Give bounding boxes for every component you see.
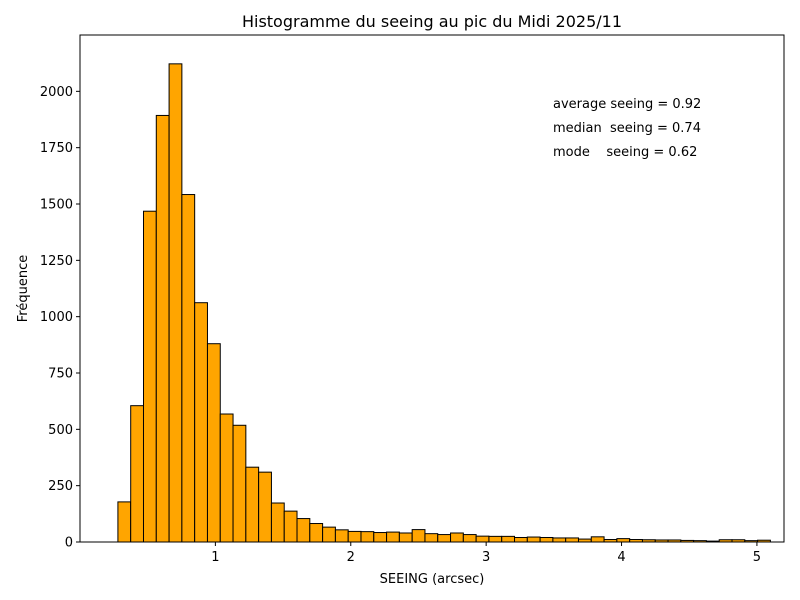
histogram-bar: [322, 526, 336, 543]
histogram-bar: [309, 523, 324, 543]
histogram-bar: [552, 537, 567, 543]
histogram-bar: [206, 343, 221, 543]
x-tick-label: 4: [617, 550, 625, 565]
x-axis-label: SEEING (arcsec): [380, 572, 485, 587]
histogram-bar: [360, 531, 375, 543]
y-axis-ticks: 0 250 500 750 1000 1250 1500 1750 2000: [40, 85, 80, 551]
histogram-bar: [155, 114, 170, 543]
histogram-bar: [181, 194, 196, 543]
histogram-bar: [142, 210, 157, 543]
histogram-bar: [296, 518, 311, 543]
histogram-bar: [539, 536, 554, 543]
histogram-bar: [283, 510, 298, 543]
y-tick-label: 2000: [40, 85, 73, 100]
chart-title: Histogramme du seeing au pic du Midi 202…: [242, 12, 622, 31]
histogram-bar: [270, 502, 285, 543]
histogram-bar: [117, 501, 132, 543]
histogram-bar: [488, 535, 503, 543]
histogram-bar: [590, 536, 605, 543]
annotation-median: median seeing = 0.74: [553, 121, 701, 136]
y-tick-label: 1250: [40, 254, 73, 269]
histogram-bar: [565, 537, 579, 543]
histogram-bar: [386, 531, 400, 543]
histogram-bar: [475, 535, 490, 543]
histogram-bar: [258, 471, 272, 543]
y-tick-label: 750: [48, 367, 73, 382]
histogram-bar: [334, 529, 349, 543]
histogram-bar: [130, 405, 144, 543]
x-tick-label: 1: [211, 550, 219, 565]
histogram-bar: [245, 466, 260, 543]
y-tick-label: 1750: [40, 141, 73, 156]
y-axis-label: Fréquence: [16, 255, 31, 322]
histogram-bar: [514, 536, 528, 543]
histogram-bar: [437, 534, 452, 543]
histogram-bars: [117, 63, 771, 543]
histogram-bar: [232, 424, 247, 543]
histogram-bar: [219, 413, 234, 543]
histogram-bar: [398, 532, 413, 543]
histogram-bar: [462, 534, 477, 543]
histogram-bar: [450, 532, 464, 543]
plot-frame: [79, 34, 785, 543]
histogram-bar: [411, 529, 426, 543]
x-tick-label: 3: [482, 550, 490, 565]
y-tick-label: 1500: [40, 198, 73, 213]
histogram-bar: [168, 63, 183, 543]
histogram-bar: [347, 530, 362, 543]
y-tick-label: 0: [65, 536, 73, 551]
y-tick-label: 250: [48, 479, 73, 494]
x-axis-ticks: 1 2 3 4 5: [211, 542, 761, 565]
x-tick-label: 5: [753, 550, 761, 565]
y-tick-label: 500: [48, 423, 73, 438]
histogram-bar: [424, 533, 439, 543]
histogram-bar: [373, 532, 388, 543]
annotation-mode: mode seeing = 0.62: [553, 145, 697, 160]
histogram-bar: [526, 536, 541, 543]
histogram-bar: [501, 535, 516, 543]
y-tick-label: 1000: [40, 310, 73, 325]
x-tick-label: 2: [347, 550, 355, 565]
histogram-bar: [194, 302, 208, 543]
histogram-bar: [616, 538, 631, 543]
annotation-average: average seeing = 0.92: [553, 97, 701, 112]
